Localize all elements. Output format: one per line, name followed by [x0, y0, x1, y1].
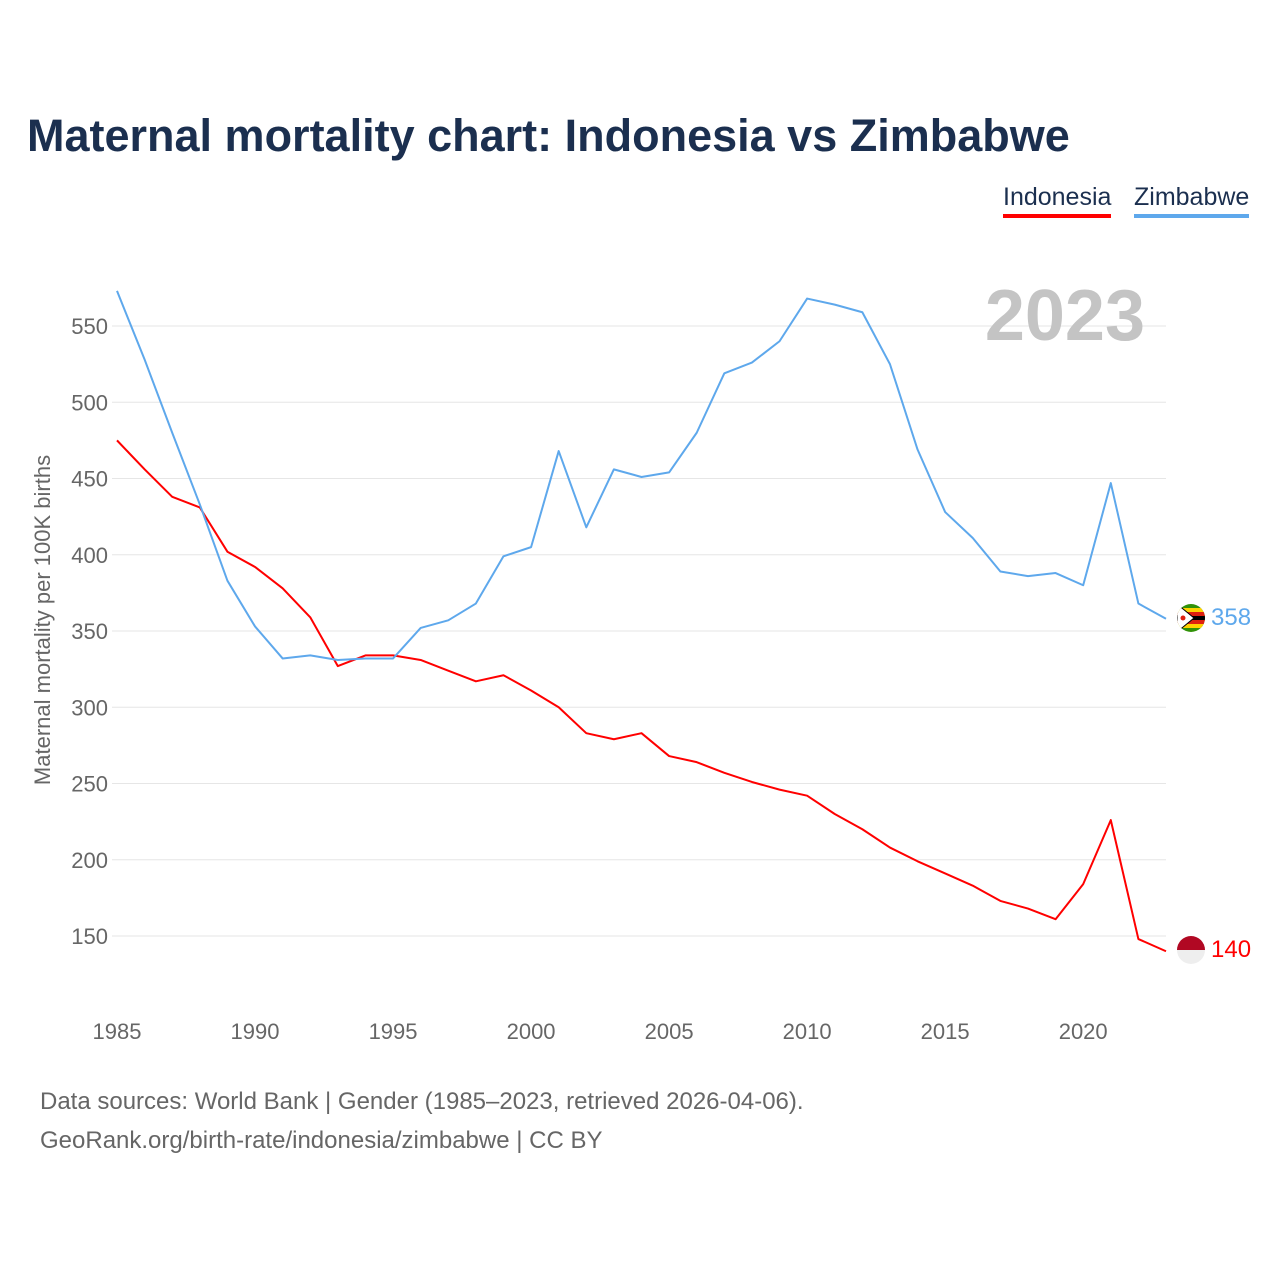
y-tick-label: 550: [71, 314, 108, 339]
y-tick-label: 300: [71, 695, 108, 720]
y-axis-label: Maternal mortality per 100K births: [30, 455, 55, 785]
series-line-zimbabwe[interactable]: [116, 290, 1167, 661]
year-label: 2023: [985, 276, 1145, 356]
legend-zimbabwe[interactable]: Zimbabwe: [1134, 183, 1250, 218]
series-line-indonesia[interactable]: [116, 439, 1167, 953]
x-tick-label: 2015: [921, 1019, 970, 1044]
legend-indonesia[interactable]: Indonesia: [1003, 183, 1112, 218]
x-tick-label: 2010: [783, 1019, 832, 1044]
y-tick-label: 250: [71, 772, 108, 797]
footer-link[interactable]: GeoRank.org/birth-rate/indonesia/zimbabw…: [40, 1127, 603, 1154]
indonesia-end-label: 140: [1211, 936, 1251, 963]
y-tick-label: 450: [71, 467, 108, 492]
zimbabwe-end-label: 358: [1211, 604, 1251, 631]
x-tick-label: 1995: [369, 1019, 418, 1044]
y-tick-label: 200: [71, 848, 108, 873]
y-tick-label: 500: [71, 390, 108, 415]
x-tick-label: 2005: [645, 1019, 694, 1044]
x-tick-label: 1985: [93, 1019, 142, 1044]
y-tick-label: 350: [71, 619, 108, 644]
footer-sources: Data sources: World Bank | Gender (1985–…: [40, 1088, 804, 1115]
x-tick-label: 1990: [231, 1019, 280, 1044]
chart-title: Maternal mortality chart: Indonesia vs Z…: [27, 110, 1070, 161]
y-tick-label: 150: [71, 924, 108, 949]
y-tick-label: 400: [71, 543, 108, 568]
x-tick-label: 2000: [507, 1019, 556, 1044]
indonesia-flag-icon: [1177, 936, 1205, 964]
zimbabwe-flag-icon: [1177, 604, 1205, 632]
x-tick-label: 2020: [1059, 1019, 1108, 1044]
